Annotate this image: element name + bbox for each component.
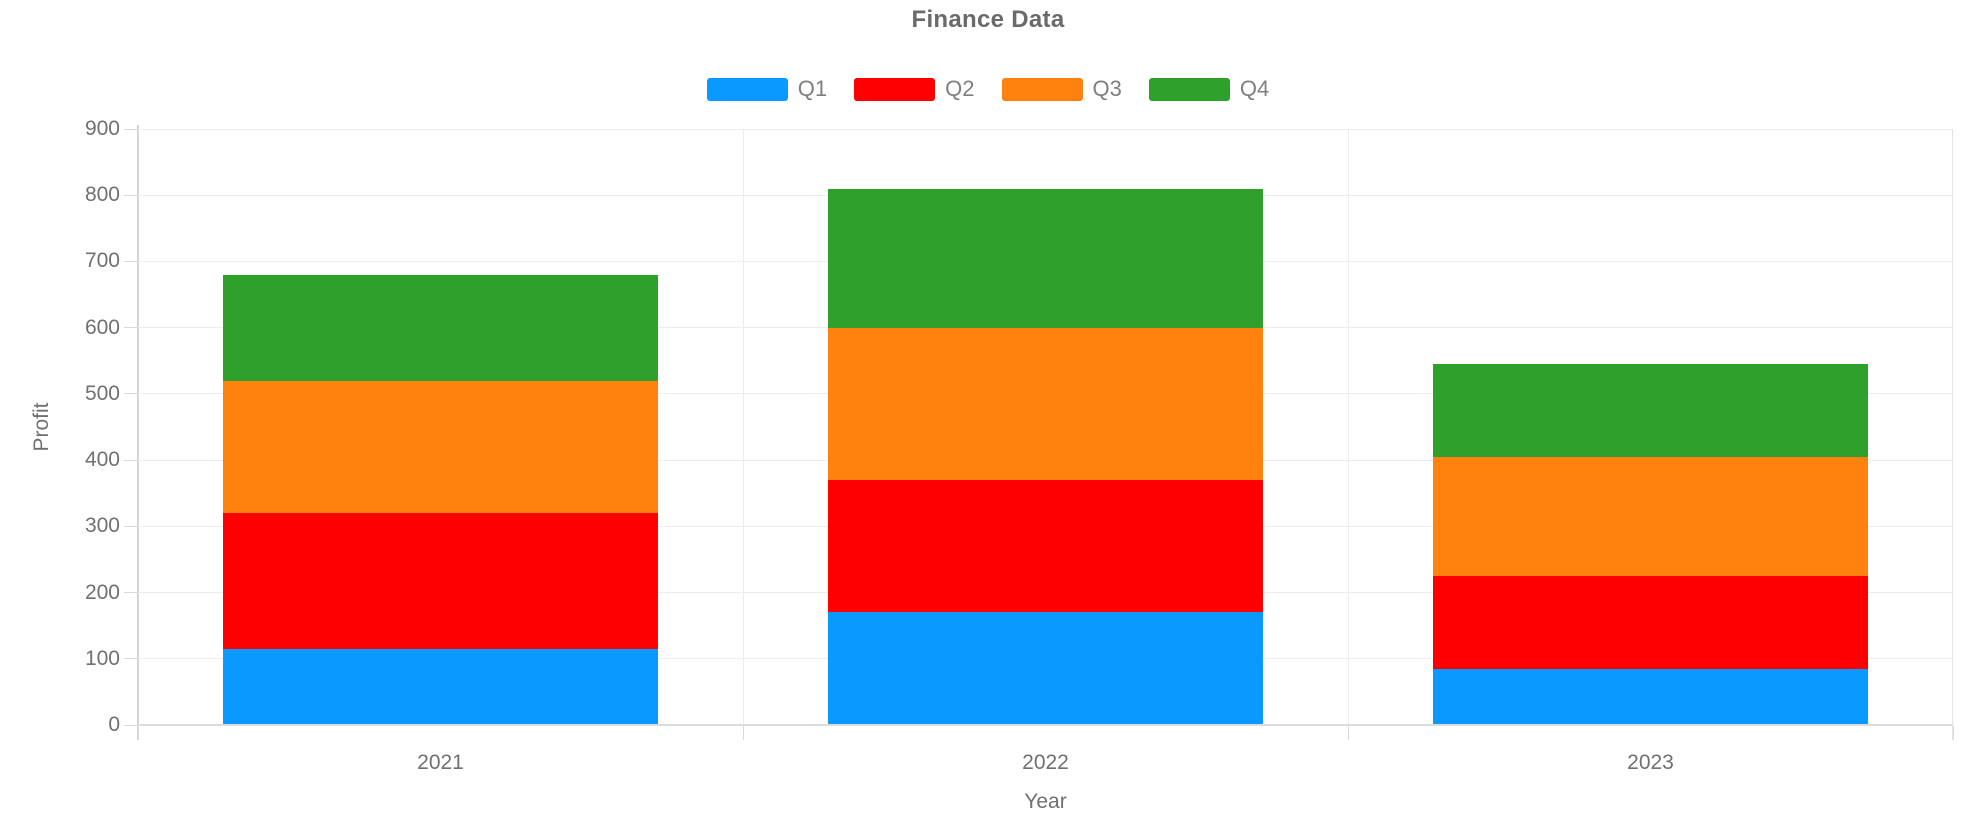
legend-label-q2: Q2	[945, 76, 975, 101]
bar-2023-q3[interactable]	[1433, 456, 1868, 576]
y-tick-label-200: 200	[84, 580, 120, 604]
y-tick-label-100: 100	[84, 646, 120, 670]
legend-swatch-q2	[854, 77, 936, 101]
chart-title: Finance Data	[911, 6, 1065, 33]
legend-label-q4: Q4	[1239, 76, 1270, 101]
legend-item-q1[interactable]: Q1	[706, 76, 828, 102]
bar-2023-q2[interactable]	[1433, 576, 1868, 669]
legend: Q1 Q2 Q3 Q4	[0, 76, 1976, 102]
gridline-x-sep-1	[742, 129, 744, 725]
bar-2022-q4[interactable]	[828, 188, 1263, 328]
legend-item-q3[interactable]: Q3	[1001, 76, 1122, 102]
x-tick-2	[1347, 726, 1349, 740]
legend-item-q4[interactable]: Q4	[1148, 76, 1270, 102]
y-axis-line	[137, 125, 139, 740]
y-tick-800	[124, 194, 137, 196]
y-tick-label-600: 600	[84, 315, 120, 339]
legend-swatch-q3	[1001, 77, 1083, 101]
legend-swatch-q1	[706, 77, 788, 101]
y-tick-500	[124, 393, 137, 395]
x-axis-line	[138, 724, 1953, 726]
y-tick-700	[124, 260, 137, 262]
y-tick-0	[124, 724, 137, 726]
x-axis-title: Year	[1024, 790, 1067, 813]
y-tick-label-0: 0	[108, 713, 120, 736]
y-tick-label-300: 300	[84, 514, 120, 538]
bar-2023-q4[interactable]	[1433, 364, 1868, 457]
gridline-y-900	[138, 128, 1953, 130]
y-tick-label-500: 500	[84, 381, 120, 405]
y-tick-label-700: 700	[84, 249, 120, 273]
y-axis-title: Profit	[30, 402, 53, 452]
bar-2023-q1[interactable]	[1433, 668, 1868, 725]
x-tick-1	[742, 726, 744, 740]
bar-2021-q4[interactable]	[223, 274, 658, 381]
y-tick-label-800: 800	[84, 183, 120, 207]
legend-item-q2[interactable]: Q2	[854, 76, 975, 102]
y-tick-400	[124, 459, 137, 461]
legend-label-q1: Q1	[797, 76, 828, 101]
y-tick-100	[124, 658, 137, 660]
x-tick-label-2023: 2023	[1627, 751, 1674, 774]
y-tick-label-400: 400	[84, 448, 120, 472]
bar-2022-q3[interactable]	[828, 327, 1263, 480]
y-tick-label-900: 900	[84, 117, 120, 140]
gridline-x-sep-2	[1347, 129, 1349, 725]
y-tick-600	[124, 327, 137, 329]
y-tick-900	[124, 128, 137, 130]
bar-2021-q3[interactable]	[223, 380, 658, 514]
bar-2022-q1[interactable]	[828, 612, 1263, 725]
x-tick-label-2021: 2021	[417, 751, 464, 774]
bar-2021-q2[interactable]	[223, 513, 658, 649]
x-tick-3	[1952, 726, 1954, 740]
y-tick-200	[124, 592, 137, 594]
bar-2022-q2[interactable]	[828, 480, 1263, 613]
x-tick-label-2022: 2022	[1022, 751, 1069, 774]
plot-right-border	[1952, 129, 1953, 740]
legend-label-q3: Q3	[1092, 76, 1122, 101]
legend-swatch-q4	[1148, 77, 1230, 101]
plot-area	[138, 128, 1953, 725]
bar-2021-q1[interactable]	[223, 648, 658, 725]
y-tick-300	[124, 525, 137, 527]
x-tick-0	[137, 726, 139, 740]
